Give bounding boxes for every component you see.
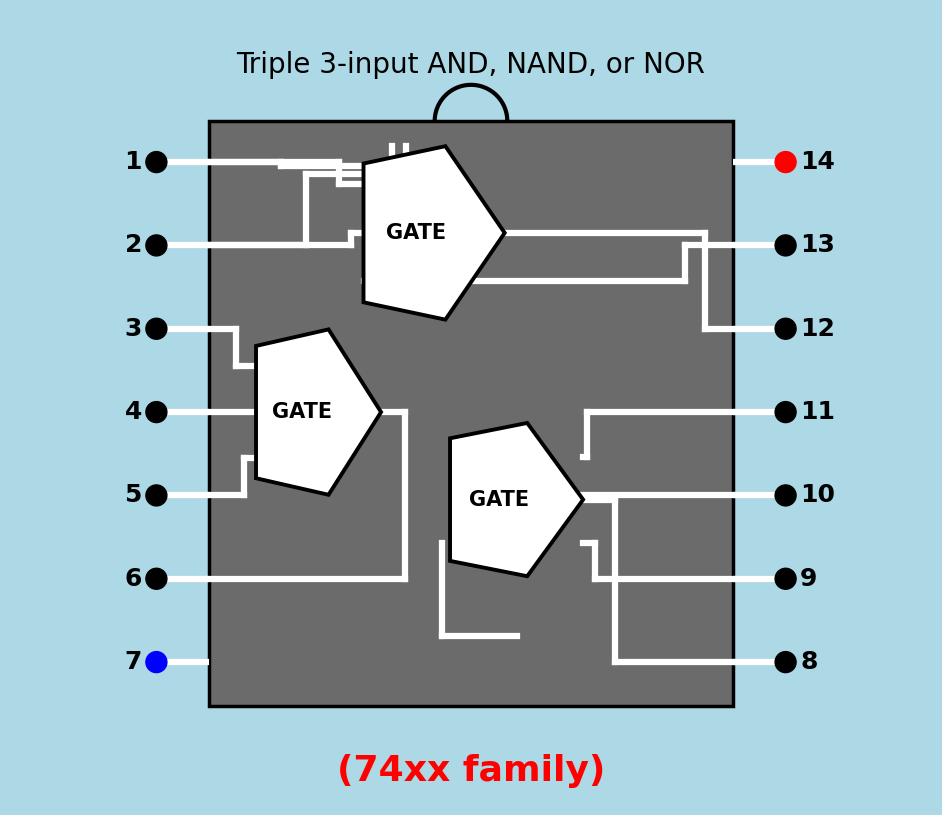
Circle shape [775, 485, 796, 506]
Polygon shape [364, 146, 505, 319]
Circle shape [775, 235, 796, 256]
Text: 14: 14 [800, 150, 835, 174]
Circle shape [146, 652, 167, 672]
Text: 1: 1 [124, 150, 142, 174]
Text: 8: 8 [800, 650, 818, 674]
Circle shape [775, 319, 796, 339]
Polygon shape [450, 423, 583, 576]
Text: 3: 3 [124, 317, 142, 341]
Circle shape [146, 568, 167, 589]
Text: Triple 3-input AND, NAND, or NOR: Triple 3-input AND, NAND, or NOR [236, 51, 706, 79]
Circle shape [775, 652, 796, 672]
Bar [209, 121, 733, 706]
Text: GATE: GATE [385, 223, 446, 243]
Text: 7: 7 [124, 650, 142, 674]
Circle shape [775, 402, 796, 422]
Text: 6: 6 [124, 566, 142, 591]
Text: 12: 12 [800, 317, 835, 341]
Circle shape [775, 152, 796, 173]
Circle shape [146, 319, 167, 339]
Circle shape [775, 568, 796, 589]
Polygon shape [256, 329, 382, 495]
Text: 10: 10 [800, 483, 836, 508]
Text: (74xx family): (74xx family) [337, 754, 605, 787]
Text: 11: 11 [800, 400, 836, 424]
Circle shape [146, 485, 167, 506]
Text: 2: 2 [124, 233, 142, 258]
Text: GATE: GATE [272, 402, 333, 422]
Text: 13: 13 [800, 233, 835, 258]
Text: 4: 4 [124, 400, 142, 424]
Circle shape [146, 402, 167, 422]
Text: 5: 5 [124, 483, 142, 508]
Text: GATE: GATE [469, 490, 529, 509]
Circle shape [146, 235, 167, 256]
Text: 9: 9 [800, 566, 818, 591]
Circle shape [146, 152, 167, 173]
